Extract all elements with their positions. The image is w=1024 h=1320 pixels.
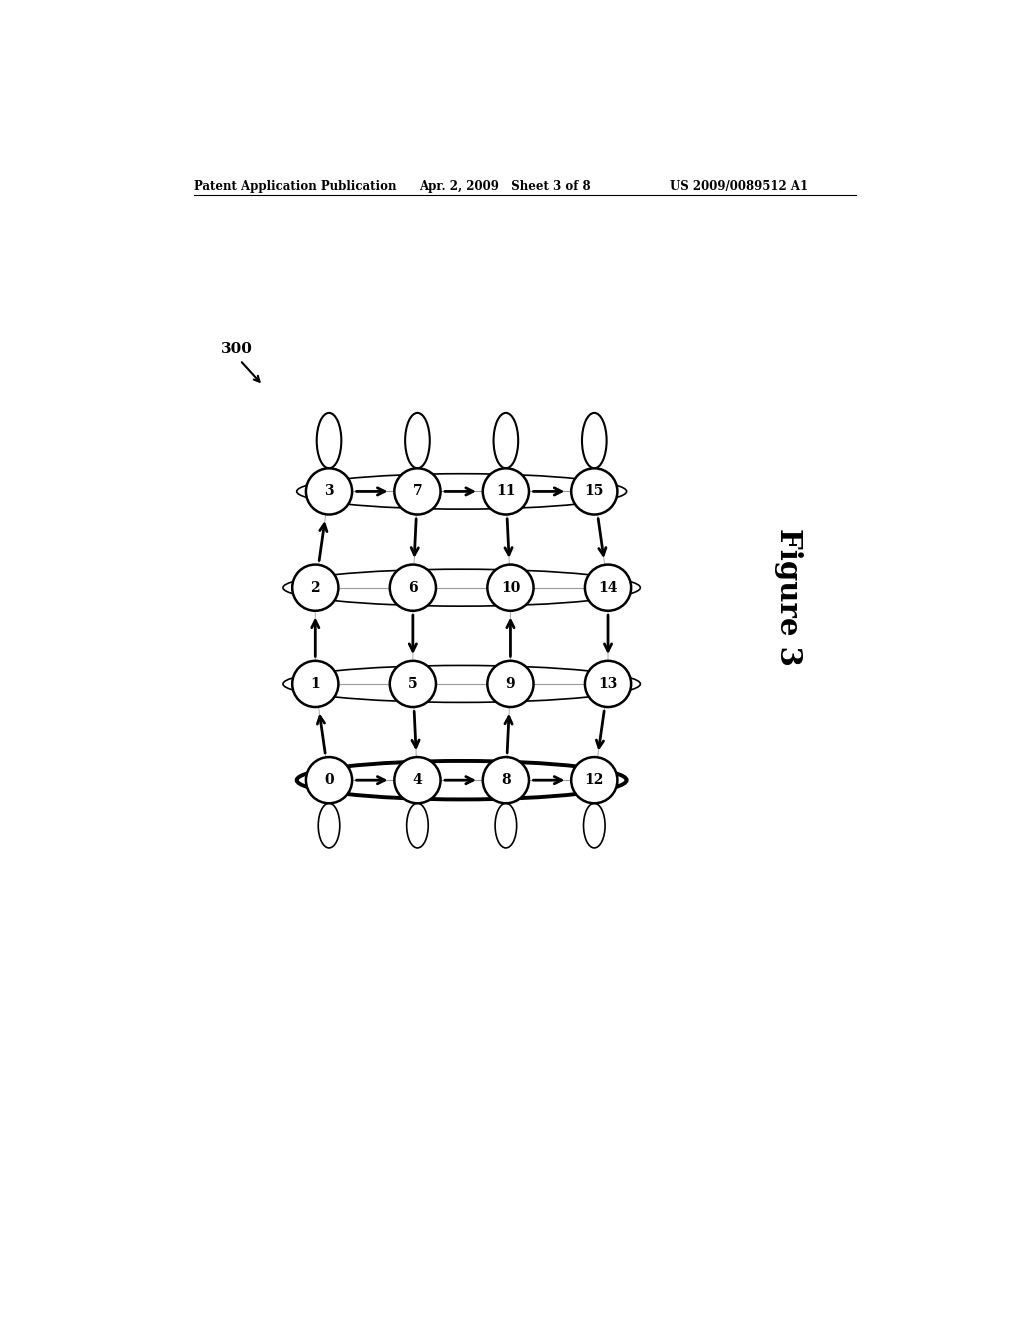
Text: 300: 300 bbox=[221, 342, 253, 356]
Circle shape bbox=[292, 661, 338, 708]
Circle shape bbox=[571, 758, 617, 804]
Text: 11: 11 bbox=[496, 484, 516, 499]
Circle shape bbox=[487, 565, 534, 611]
Text: 9: 9 bbox=[506, 677, 515, 690]
Text: 10: 10 bbox=[501, 581, 520, 595]
Circle shape bbox=[571, 469, 617, 515]
Text: 12: 12 bbox=[585, 774, 604, 787]
Text: 7: 7 bbox=[413, 484, 422, 499]
Circle shape bbox=[394, 469, 440, 515]
Text: Apr. 2, 2009   Sheet 3 of 8: Apr. 2, 2009 Sheet 3 of 8 bbox=[419, 180, 591, 193]
Text: 4: 4 bbox=[413, 774, 422, 787]
Text: 3: 3 bbox=[325, 484, 334, 499]
Circle shape bbox=[394, 758, 440, 804]
Text: 2: 2 bbox=[310, 581, 321, 595]
Text: 5: 5 bbox=[408, 677, 418, 690]
Text: 6: 6 bbox=[408, 581, 418, 595]
Circle shape bbox=[292, 565, 338, 611]
Circle shape bbox=[482, 758, 529, 804]
Text: 13: 13 bbox=[598, 677, 617, 690]
Circle shape bbox=[482, 469, 529, 515]
Circle shape bbox=[306, 469, 352, 515]
Text: 1: 1 bbox=[310, 677, 321, 690]
Text: US 2009/0089512 A1: US 2009/0089512 A1 bbox=[670, 180, 808, 193]
Circle shape bbox=[390, 661, 436, 708]
Text: Figure 3: Figure 3 bbox=[774, 528, 804, 667]
Text: Patent Application Publication: Patent Application Publication bbox=[194, 180, 396, 193]
Circle shape bbox=[585, 565, 631, 611]
Circle shape bbox=[487, 661, 534, 708]
Text: 0: 0 bbox=[325, 774, 334, 787]
Circle shape bbox=[306, 758, 352, 804]
Text: 15: 15 bbox=[585, 484, 604, 499]
Text: 14: 14 bbox=[598, 581, 617, 595]
Circle shape bbox=[390, 565, 436, 611]
Circle shape bbox=[585, 661, 631, 708]
Text: 8: 8 bbox=[501, 774, 511, 787]
